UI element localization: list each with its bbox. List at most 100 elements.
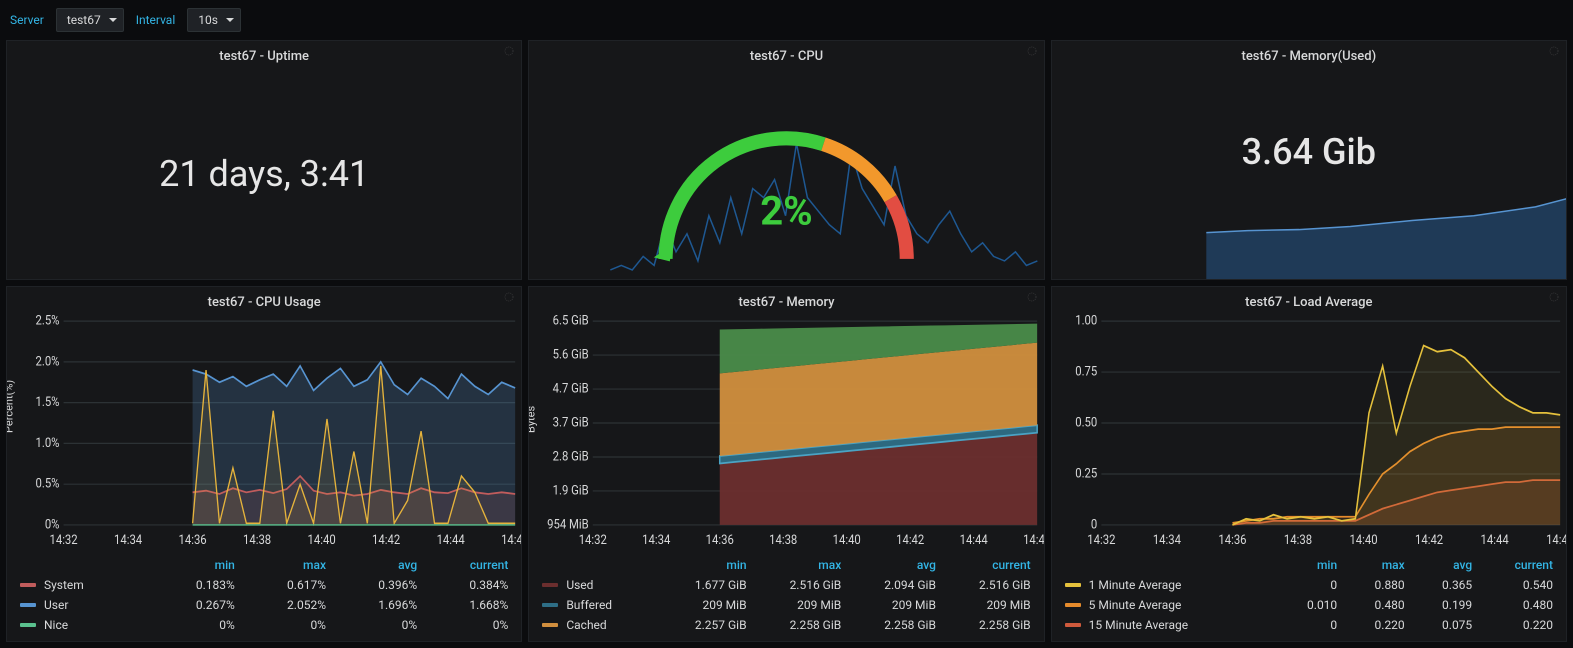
legend-value: 0 [1276, 575, 1344, 595]
load-average-chart: 00.250.500.751.0014:3214:3414:3614:3814:… [1052, 314, 1566, 551]
legend-value: 0 [1276, 615, 1344, 635]
svg-text:14:32: 14:32 [50, 532, 78, 547]
cpu-gauge-chart [529, 68, 1043, 279]
svg-text:1.0%: 1.0% [36, 435, 60, 450]
cpu-gauge-value: 2% [760, 188, 813, 235]
server-select-value: test67 [67, 13, 101, 27]
svg-text:954 MiB: 954 MiB [547, 517, 589, 532]
cpu-usage-legend: minmaxavgcurrentSystem0.183%0.617%0.396%… [14, 555, 514, 635]
legend-row[interactable]: Used1.677 GiB2.516 GiB2.094 GiB2.516 GiB [536, 575, 1036, 595]
legend-series-name: System [44, 578, 84, 592]
svg-text:4.7 GiB: 4.7 GiB [553, 381, 589, 396]
panel-menu-icon[interactable] [1548, 291, 1560, 306]
legend-value: 2.052% [241, 595, 332, 615]
legend-value: 0.267% [150, 595, 241, 615]
legend-value: 0.075 [1411, 615, 1479, 635]
legend-value: 1.677 GiB [658, 575, 753, 595]
legend-row[interactable]: System0.183%0.617%0.396%0.384% [14, 575, 514, 595]
panel-menu-icon[interactable] [503, 45, 515, 60]
memory-legend: minmaxavgcurrentUsed1.677 GiB2.516 GiB2.… [536, 555, 1036, 635]
interval-label: Interval [136, 13, 176, 27]
legend-swatch [542, 583, 558, 587]
legend-swatch [1065, 583, 1081, 587]
svg-text:3.7 GiB: 3.7 GiB [553, 415, 589, 430]
legend-series-name: User [44, 598, 68, 612]
svg-text:14:40: 14:40 [1349, 532, 1377, 547]
panel-title: test67 - CPU Usage [7, 287, 521, 314]
legend-value: 0.384% [423, 575, 514, 595]
legend-row[interactable]: Cached2.257 GiB2.258 GiB2.258 GiB2.258 G… [536, 615, 1036, 635]
panel-title: test67 - Load Average [1052, 287, 1566, 314]
legend-value: 1.696% [332, 595, 423, 615]
svg-text:14:38: 14:38 [1284, 532, 1312, 547]
legend-value: 1.668% [423, 595, 514, 615]
svg-text:0.50: 0.50 [1075, 415, 1097, 430]
svg-text:14:32: 14:32 [579, 532, 607, 547]
legend-value: 0.365 [1411, 575, 1479, 595]
panel-menu-icon[interactable] [503, 291, 515, 306]
svg-text:0: 0 [1091, 517, 1097, 532]
legend-row[interactable]: 15 Minute Average00.2200.0750.220 [1059, 615, 1559, 635]
legend-value: 0.199 [1411, 595, 1479, 615]
svg-text:14:46: 14:46 [1023, 532, 1043, 547]
panel-menu-icon[interactable] [1026, 45, 1038, 60]
legend-value: 2.258 GiB [753, 615, 848, 635]
legend-series-name: Used [566, 578, 593, 592]
panel-cpu-usage: test67 - CPU Usage Percent(%) 0%0.5%1.0%… [6, 286, 522, 642]
legend-value: 2.258 GiB [942, 615, 1037, 635]
legend-value: 0.480 [1478, 595, 1559, 615]
caret-down-icon [226, 16, 234, 24]
svg-text:14:32: 14:32 [1087, 532, 1115, 547]
svg-text:14:34: 14:34 [643, 532, 671, 547]
svg-text:2.0%: 2.0% [36, 354, 60, 369]
legend-swatch [1065, 603, 1081, 607]
panel-title: test67 - Uptime [7, 41, 521, 68]
svg-text:1.00: 1.00 [1075, 314, 1097, 328]
svg-text:14:34: 14:34 [114, 532, 142, 547]
legend-swatch [20, 603, 36, 607]
caret-down-icon [109, 16, 117, 24]
legend-value: 2.257 GiB [658, 615, 753, 635]
legend-row[interactable]: User 0.267%2.052%1.696%1.668% [14, 595, 514, 615]
legend-value: 0.540 [1478, 575, 1559, 595]
interval-select[interactable]: 10s [187, 8, 241, 32]
svg-text:14:34: 14:34 [1152, 532, 1180, 547]
legend-value: 0.010 [1276, 595, 1344, 615]
uptime-value: 21 days, 3:41 [7, 68, 521, 279]
svg-text:14:44: 14:44 [437, 532, 465, 547]
legend-row[interactable]: 5 Minute Average0.0100.4800.1990.480 [1059, 595, 1559, 615]
memory-sparkline-chart [1052, 68, 1566, 279]
panel-title: test67 - Memory(Used) [1052, 41, 1566, 68]
legend-series-name: Cached [566, 618, 606, 632]
panel-uptime: test67 - Uptime 21 days, 3:41 [6, 40, 522, 280]
svg-text:1.9 GiB: 1.9 GiB [553, 483, 589, 498]
panel-title: test67 - Memory [529, 287, 1043, 314]
svg-text:14:40: 14:40 [833, 532, 861, 547]
cpu-usage-chart: 0%0.5%1.0%1.5%2.0%2.5%14:3214:3414:3614:… [7, 314, 521, 551]
svg-text:0.25: 0.25 [1075, 466, 1097, 481]
legend-series-name: 15 Minute Average [1089, 618, 1188, 632]
panel-menu-icon[interactable] [1548, 45, 1560, 60]
svg-text:2.8 GiB: 2.8 GiB [553, 449, 589, 464]
svg-text:14:40: 14:40 [308, 532, 336, 547]
legend-series-name: Buffered [566, 598, 612, 612]
memory-chart: 954 MiB 1.9 GiB 2.8 GiB 3.7 GiB 4.7 GiB 5.6 G… [529, 314, 1043, 551]
svg-text:14:42: 14:42 [1415, 532, 1443, 547]
legend-swatch [20, 583, 36, 587]
legend-value: 2.094 GiB [847, 575, 942, 595]
legend-row[interactable]: Buffered209 MiB209 MiB209 MiB209 MiB [536, 595, 1036, 615]
legend-row[interactable]: Nice0%0%0%0% [14, 615, 514, 635]
svg-text:14:36: 14:36 [706, 532, 734, 547]
legend-value: 0.880 [1343, 575, 1411, 595]
svg-text:14:44: 14:44 [960, 532, 988, 547]
svg-text:14:38: 14:38 [769, 532, 797, 547]
legend-value: 209 MiB [753, 595, 848, 615]
legend-value: 0% [150, 615, 241, 635]
svg-text:5.6 GiB: 5.6 GiB [553, 347, 589, 362]
legend-row[interactable]: 1 Minute Average00.8800.3650.540 [1059, 575, 1559, 595]
panel-cpu-gauge: test67 - CPU 2% [528, 40, 1044, 280]
server-select[interactable]: test67 [56, 8, 124, 32]
panel-menu-icon[interactable] [1026, 291, 1038, 306]
variable-toolbar: Server test67 Interval 10s [0, 0, 1573, 40]
legend-value: 0.396% [332, 575, 423, 595]
